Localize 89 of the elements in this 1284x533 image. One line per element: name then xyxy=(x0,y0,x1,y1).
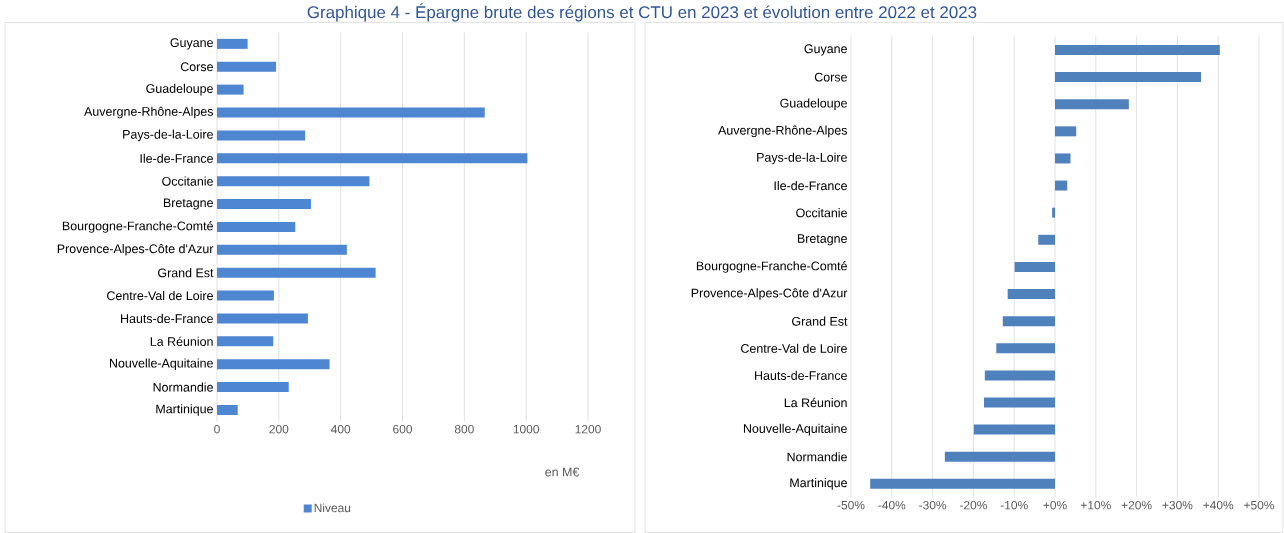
y-tick-label: Nouvelle-Aquitaine xyxy=(109,358,213,370)
bar xyxy=(1055,99,1129,110)
bar xyxy=(1052,207,1055,218)
bar xyxy=(217,153,528,164)
bar xyxy=(973,424,1055,435)
y-tick-label: Grand Est xyxy=(158,267,214,278)
x-tick-label: 800 xyxy=(454,424,474,434)
bar xyxy=(217,244,347,255)
bar xyxy=(1038,234,1055,245)
y-tick-label: La Réunion xyxy=(784,397,847,407)
y-tick-label: Provence-Alpes-Côte d'Azur xyxy=(57,243,214,256)
bar xyxy=(217,359,330,370)
x-tick-label: 1000 xyxy=(513,424,539,434)
y-tick-label: Bretagne xyxy=(797,234,847,246)
y-tick-label: Occitanie xyxy=(796,207,847,218)
y-tick-label: Ile-de-France xyxy=(140,153,213,163)
bar xyxy=(984,370,1055,381)
y-tick-label: La Réunion xyxy=(150,336,213,346)
x-tick-label: 0 xyxy=(214,424,220,434)
y-tick-label: Hauts-de-France xyxy=(755,370,847,380)
bar xyxy=(1055,71,1202,82)
bar xyxy=(217,61,277,72)
bar xyxy=(996,343,1055,354)
bar xyxy=(217,130,306,141)
y-tick-label: Normandie xyxy=(787,451,847,462)
bar xyxy=(217,198,311,209)
x-tick-label: -50% xyxy=(837,500,865,510)
x-tick-label: +10% xyxy=(1080,500,1111,510)
bar xyxy=(217,267,376,278)
y-tick-label: Ile-de-France xyxy=(774,180,847,190)
y-tick-label: Martinique xyxy=(790,477,847,490)
y-tick-label: Auvergne-Rhône-Alpes xyxy=(84,106,214,119)
y-tick-label: Pays-de-la-Loire xyxy=(123,129,213,141)
bar xyxy=(1002,315,1055,326)
legend-label: Niveau xyxy=(314,503,351,512)
y-tick-label: Centre-Val de Loire xyxy=(741,343,847,353)
x-tick-label: +20% xyxy=(1121,500,1152,510)
x-tick-label: -10% xyxy=(1000,500,1028,510)
y-tick-label: Normandie xyxy=(153,382,213,392)
bar xyxy=(217,290,274,301)
x-tick-label: -20% xyxy=(959,500,987,510)
y-tick-label: Grand Est xyxy=(792,316,848,326)
y-tick-label: Bourgogne-Franche-Comté xyxy=(696,260,847,273)
y-tick-label: Corse xyxy=(180,62,213,71)
bar xyxy=(944,451,1055,462)
bar xyxy=(217,38,248,49)
x-tick-label: +40% xyxy=(1203,500,1234,510)
bar xyxy=(217,313,308,324)
bar xyxy=(217,336,274,347)
y-tick-label: Martinique xyxy=(156,403,213,416)
y-tick-label: Occitanie xyxy=(162,176,213,186)
bar xyxy=(1055,44,1220,55)
bar xyxy=(1055,180,1068,191)
x-tick-label: 400 xyxy=(330,424,351,434)
x-tick-label: +50% xyxy=(1244,500,1275,510)
y-tick-label: Bourgogne-Franche-Comté xyxy=(62,220,213,233)
y-tick-label: Bretagne xyxy=(163,198,213,210)
y-tick-label: Pays-de-la-Loire xyxy=(757,152,847,165)
y-tick-label: Nouvelle-Aquitaine xyxy=(743,423,847,436)
bar xyxy=(1007,288,1055,299)
y-tick-label: Guyane xyxy=(804,44,847,56)
bar xyxy=(217,84,244,95)
y-tick-label: Guyane xyxy=(170,38,213,50)
x-tick-label: 1200 xyxy=(575,424,601,434)
y-tick-label: Hauts-de-France xyxy=(121,313,213,323)
x-tick-label: 200 xyxy=(269,424,289,434)
y-tick-label: Centre-Val de Loire xyxy=(107,290,213,300)
y-tick-label: Auvergne-Rhône-Alpes xyxy=(718,125,848,137)
bar xyxy=(217,107,485,118)
bar xyxy=(217,404,238,415)
x-axis-title: en M€ xyxy=(545,467,580,477)
text: Graphique 4 - Épargne brute des régions et CTU en 2023 et évolution entre 2022 et 2023 xyxy=(307,3,977,22)
bar xyxy=(984,397,1055,408)
bar xyxy=(1014,261,1055,272)
x-tick-label: 600 xyxy=(393,424,413,434)
x-tick-label: +0% xyxy=(1043,500,1067,510)
y-tick-label: Provence-Alpes-Côte d'Azur xyxy=(691,288,848,300)
y-tick-label: Guadeloupe xyxy=(146,83,213,96)
x-tick-label: -40% xyxy=(878,500,906,510)
y-tick-label: Corse xyxy=(814,72,847,82)
bar xyxy=(1055,153,1071,164)
y-tick-label: Guadeloupe xyxy=(780,98,847,110)
bar xyxy=(217,175,370,186)
x-tick-label: +30% xyxy=(1162,500,1193,510)
bar xyxy=(870,478,1055,489)
x-tick-label: -30% xyxy=(919,500,947,510)
bar xyxy=(217,381,289,392)
bar xyxy=(1055,126,1077,137)
bar xyxy=(217,221,296,232)
